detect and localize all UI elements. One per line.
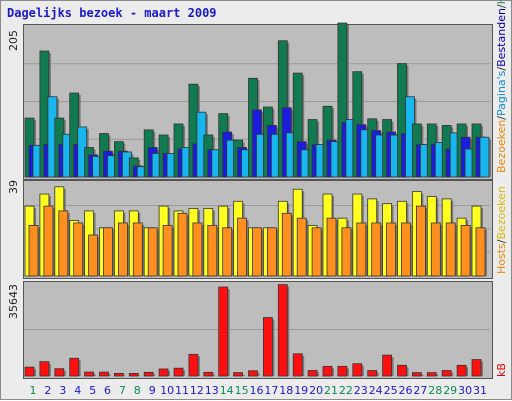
bar-kb-day-20 [307, 370, 318, 377]
bar-hosts-day-2 [43, 205, 54, 277]
day-label-10: 10 [160, 384, 174, 397]
day-label-13: 13 [205, 384, 219, 397]
bar-hosts-day-1 [28, 224, 39, 277]
day-label-9: 9 [149, 384, 156, 397]
bar-hosts-day-7 [118, 222, 128, 277]
bar-hosts-day-31 [475, 227, 486, 277]
day-label-14: 14 [220, 384, 234, 397]
bar-paginas-day-31 [479, 136, 490, 178]
day-label-20: 20 [309, 384, 323, 397]
day-label-21: 21 [324, 384, 338, 397]
bar-kb-day-3 [54, 368, 65, 377]
bar-hosts-day-27 [415, 205, 426, 277]
bar-kb-day-22 [337, 365, 348, 377]
bar-kb-day-24 [367, 370, 378, 377]
bar-kb-day-26 [397, 364, 407, 377]
bar-hosts-day-9 [147, 227, 158, 277]
bar-kb-day-16 [248, 370, 258, 377]
bar-hosts-day-28 [430, 222, 441, 277]
day-label-16: 16 [250, 384, 264, 397]
bar-kb-day-6 [99, 371, 109, 377]
bar-kb-day-29 [441, 370, 452, 377]
bar-hosts-day-12 [192, 222, 203, 277]
bar-hosts-day-4 [73, 222, 84, 277]
day-label-22: 22 [339, 384, 353, 397]
day-label-11: 11 [175, 384, 189, 397]
bar-hosts-day-22 [341, 227, 352, 277]
bar-kb-day-25 [382, 354, 393, 377]
day-label-26: 26 [399, 384, 413, 397]
day-label-7: 7 [119, 384, 126, 397]
bar-kb-day-7 [114, 372, 124, 377]
bar-kb-day-8 [128, 372, 139, 377]
bar-hosts-day-5 [88, 234, 98, 277]
day-label-12: 12 [190, 384, 204, 397]
day-label-17: 17 [264, 384, 278, 397]
bar-hosts-day-26 [401, 222, 411, 277]
bar-kb-day-12 [188, 353, 199, 377]
bar-kb-day-10 [158, 368, 169, 377]
bar-kb-day-15 [233, 372, 244, 377]
day-label-23: 23 [354, 384, 368, 397]
bar-hosts-day-25 [386, 222, 397, 277]
bar-kb-day-13 [203, 371, 214, 377]
day-label-2: 2 [44, 384, 51, 397]
bar-hosts-day-13 [207, 224, 218, 277]
bar-hosts-day-30 [460, 224, 471, 277]
bar-hosts-day-3 [58, 210, 69, 277]
bar-hosts-day-8 [132, 222, 143, 277]
day-label-28: 28 [428, 384, 442, 397]
bar-hosts-day-17 [266, 227, 277, 277]
day-label-8: 8 [134, 384, 141, 397]
bar-hosts-day-6 [103, 227, 113, 277]
bar-kb-day-18 [277, 284, 288, 377]
bar-kb-day-31 [471, 359, 482, 377]
bar-kb-day-5 [84, 371, 94, 377]
day-label-30: 30 [458, 384, 472, 397]
bar-kb-day-14 [218, 286, 229, 377]
bar-kb-day-17 [262, 317, 273, 377]
chart-title: Dagelijks bezoek - maart 2009 [7, 6, 217, 20]
bar-hosts-day-16 [252, 227, 262, 277]
day-label-25: 25 [384, 384, 398, 397]
day-label-15: 15 [235, 384, 249, 397]
bar-hosts-day-29 [445, 222, 456, 277]
day-label-5: 5 [89, 384, 96, 397]
day-label-18: 18 [279, 384, 293, 397]
bar-hosts-day-21 [326, 217, 337, 277]
day-label-19: 19 [294, 384, 308, 397]
bar-hosts-day-11 [177, 212, 188, 277]
day-label-3: 3 [59, 384, 66, 397]
bar-kb-day-11 [173, 367, 184, 377]
day-label-4: 4 [74, 384, 81, 397]
bar-kb-day-23 [352, 363, 363, 377]
bar-hosts-day-23 [356, 222, 367, 277]
bar-hosts-day-24 [371, 222, 382, 277]
bar-hosts-day-10 [162, 224, 173, 277]
day-label-29: 29 [443, 384, 457, 397]
day-label-24: 24 [369, 384, 383, 397]
bar-hosts-day-14 [222, 227, 233, 277]
bar-kb-day-30 [456, 364, 467, 377]
bar-hosts-day-20 [311, 227, 322, 277]
bar-kb-day-4 [69, 357, 80, 377]
bar-kb-day-28 [426, 372, 437, 377]
day-label-31: 31 [473, 384, 487, 397]
bar-kb-day-21 [322, 365, 333, 377]
bar-kb-day-19 [292, 353, 303, 377]
day-label-6: 6 [104, 384, 111, 397]
bar-kb-day-27 [411, 372, 422, 377]
bar-hosts-day-15 [237, 217, 248, 277]
bar-kb-day-1 [24, 366, 35, 377]
day-label-27: 27 [413, 384, 427, 397]
day-label-1: 1 [30, 384, 37, 397]
bar-kb-day-2 [39, 361, 50, 377]
bar-hosts-day-18 [281, 212, 292, 277]
bar-kb-day-9 [143, 371, 154, 377]
bar-hosts-day-19 [296, 217, 307, 277]
